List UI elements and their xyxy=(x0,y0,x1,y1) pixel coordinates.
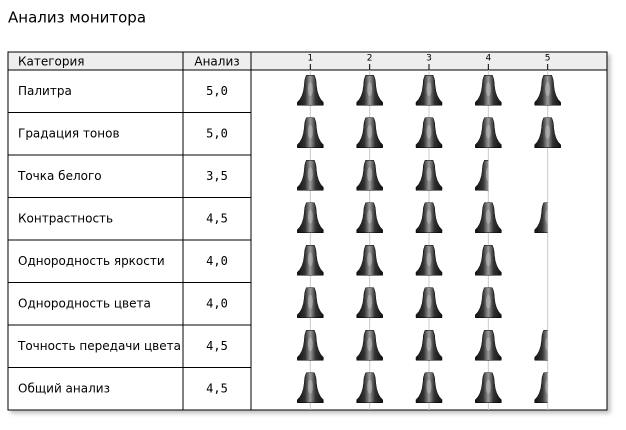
rating-icon xyxy=(534,372,548,403)
rating-bar xyxy=(297,330,548,361)
icon-highlight xyxy=(426,82,432,97)
icon-highlight xyxy=(426,337,432,352)
rating-bar xyxy=(297,372,548,403)
category-label: Однородность цвета xyxy=(18,296,151,310)
icon-highlight xyxy=(307,379,313,394)
icon-highlight xyxy=(307,167,313,182)
category-label: Точка белого xyxy=(17,169,102,183)
icon-highlight xyxy=(367,82,373,97)
icon-highlight xyxy=(426,167,432,182)
rating-bar xyxy=(297,160,489,191)
icon-highlight xyxy=(367,167,373,182)
icon-highlight xyxy=(367,252,373,267)
value-label: 5,0 xyxy=(206,84,228,98)
icon-highlight xyxy=(485,209,491,224)
icon-highlight xyxy=(307,124,313,139)
x-tick-label: 2 xyxy=(367,54,373,64)
rating-bar xyxy=(297,287,502,318)
rating-icon xyxy=(534,202,548,233)
rating-bar xyxy=(297,75,561,106)
icon-highlight xyxy=(545,124,551,139)
rating-icon xyxy=(534,330,548,361)
icon-highlight xyxy=(545,82,551,97)
rating-bar xyxy=(297,245,502,276)
icon-highlight xyxy=(426,124,432,139)
icon-highlight xyxy=(485,252,491,267)
rating-bar xyxy=(297,202,548,233)
icon-highlight xyxy=(367,209,373,224)
icon-highlight xyxy=(307,82,313,97)
icon-highlight xyxy=(545,379,548,394)
value-label: 4,5 xyxy=(206,339,228,353)
value-label: 4,5 xyxy=(206,381,228,395)
x-tick-label: 1 xyxy=(307,54,313,64)
icon-highlight xyxy=(485,167,489,182)
header-row xyxy=(7,51,608,71)
icon-highlight xyxy=(307,294,313,309)
category-label: Однородность яркости xyxy=(18,254,165,268)
value-header: Анализ xyxy=(194,55,239,69)
icon-highlight xyxy=(485,82,491,97)
category-label: Градация тонов xyxy=(18,126,120,140)
value-label: 3,5 xyxy=(206,169,228,183)
rating-icon xyxy=(475,160,489,191)
icon-highlight xyxy=(367,294,373,309)
icon-highlight xyxy=(426,209,432,224)
icon-highlight xyxy=(367,337,373,352)
value-label: 4,0 xyxy=(206,254,228,268)
icon-highlight xyxy=(307,209,313,224)
icon-highlight xyxy=(545,337,548,352)
icon-highlight xyxy=(485,337,491,352)
category-header: Категория xyxy=(18,55,85,69)
icon-highlight xyxy=(307,252,313,267)
chart-title: Анализ монитора xyxy=(8,9,146,27)
icon-highlight xyxy=(485,124,491,139)
icon-highlight xyxy=(367,124,373,139)
icon-highlight xyxy=(485,379,491,394)
value-label: 4,0 xyxy=(206,296,228,310)
icon-highlight xyxy=(426,294,432,309)
x-tick-label: 5 xyxy=(545,54,551,64)
value-label: 5,0 xyxy=(206,126,228,140)
icon-highlight xyxy=(426,379,432,394)
icon-highlight xyxy=(485,294,491,309)
category-label: Палитра xyxy=(18,84,72,98)
icon-highlight xyxy=(426,252,432,267)
x-tick-label: 3 xyxy=(426,54,432,64)
icon-highlight xyxy=(307,337,313,352)
icon-highlight xyxy=(545,209,548,224)
x-tick-label: 4 xyxy=(485,54,491,64)
category-label: Контрастность xyxy=(18,211,113,225)
category-label: Точность передачи цвета xyxy=(17,339,181,353)
rating-bar xyxy=(297,117,561,148)
value-label: 4,5 xyxy=(206,211,228,225)
icon-highlight xyxy=(367,379,373,394)
category-label: Общий анализ xyxy=(18,381,110,395)
